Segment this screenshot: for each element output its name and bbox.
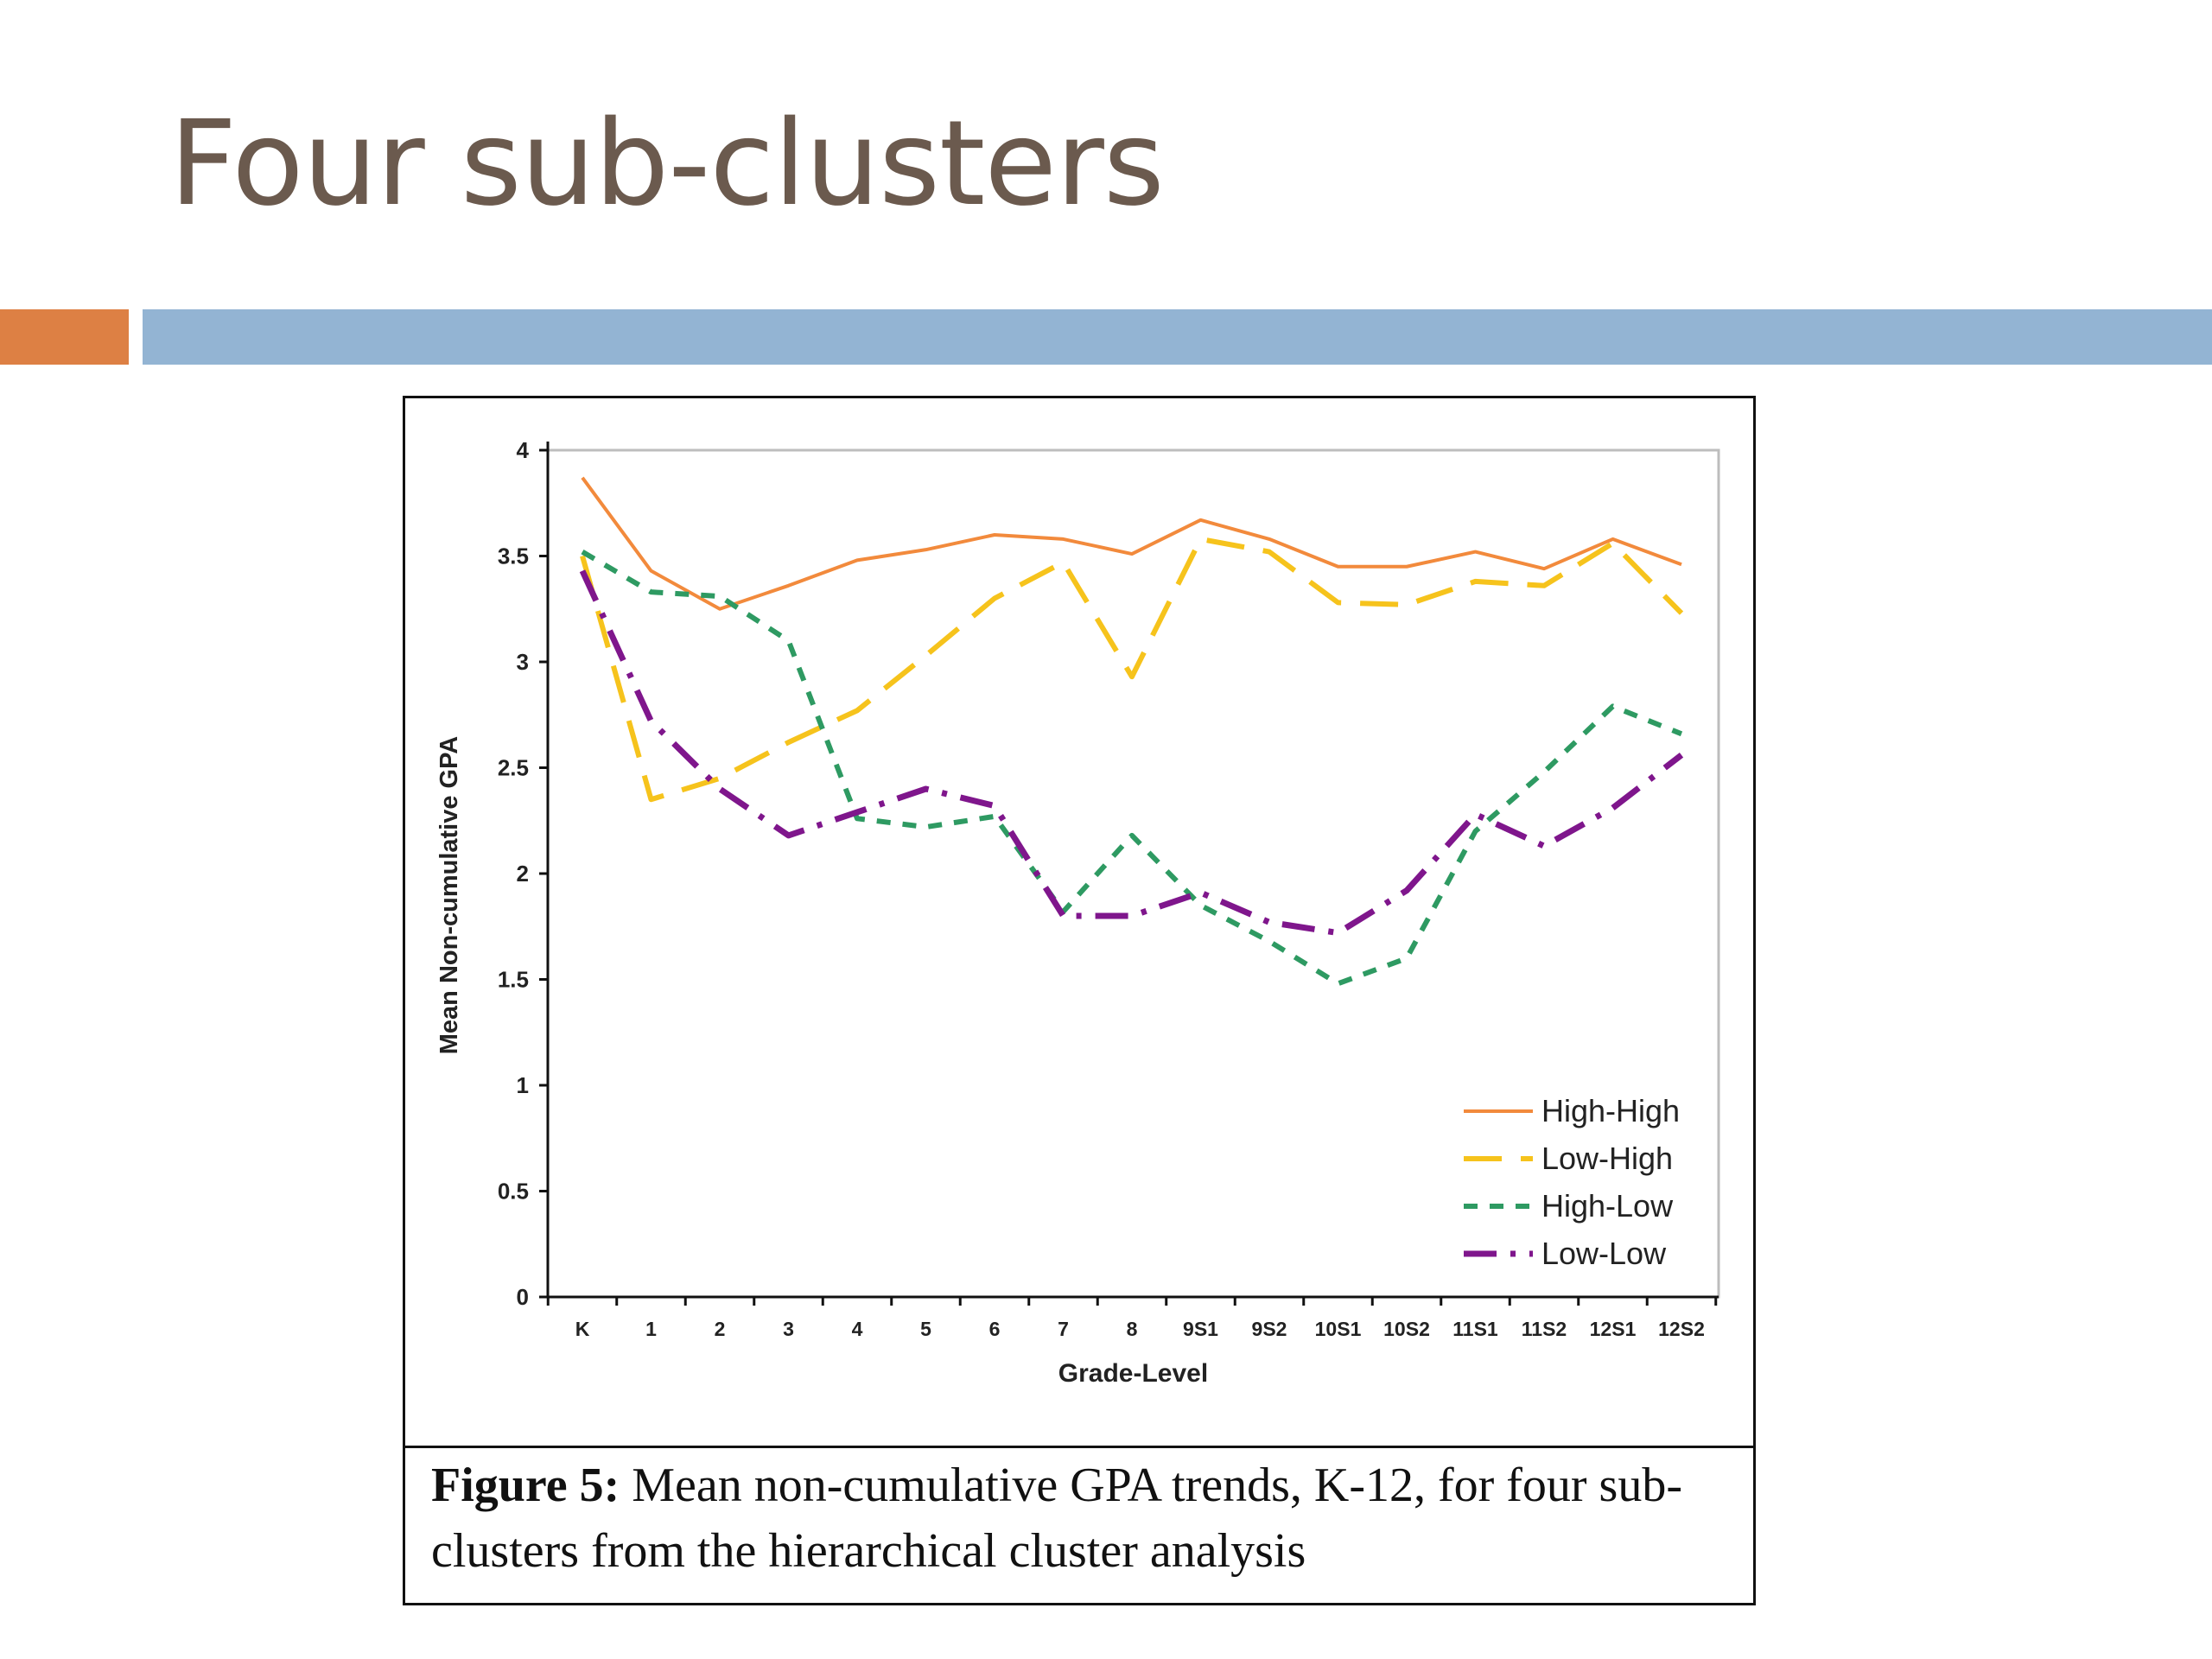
x-tick-label: 11S1 [1452,1318,1498,1340]
accent-bar-blue [143,309,2212,365]
legend-label: Low-High [1541,1141,1673,1176]
y-tick-label: 3.5 [498,543,529,569]
y-tick-label: 0 [517,1284,529,1310]
series-line-high-high [581,476,1682,611]
y-tick-label: 0.5 [498,1179,529,1205]
slide-title: Four sub-clusters [169,96,1165,232]
figure-divider [405,1446,1753,1448]
y-tick-label: 1.5 [498,967,529,993]
x-tick-label: 3 [783,1318,794,1340]
x-tick-label: 9S1 [1183,1318,1218,1340]
x-tick-label: 10S2 [1383,1318,1430,1340]
legend-label: High-High [1541,1093,1680,1128]
x-tick-label: 7 [1058,1318,1069,1340]
y-tick-label: 1 [517,1072,529,1098]
x-tick-label: 4 [852,1318,863,1340]
x-tick-label: 12S2 [1658,1318,1705,1340]
y-tick-label: 4 [517,437,530,463]
y-tick-label: 2.5 [498,755,529,781]
caption-label: Figure 5: [431,1459,620,1512]
x-tick-label: 12S1 [1590,1318,1637,1340]
caption-text: Mean non-cumulative GPA trends, K-12, fo… [431,1459,1682,1578]
series-line-low-high [580,536,1684,803]
legend-label: Low-Low [1541,1236,1667,1271]
x-tick-label: 9S2 [1252,1318,1287,1340]
x-tick-label: 5 [920,1318,931,1340]
series-line-high-low [581,550,1683,987]
accent-bar-orange [0,309,129,365]
x-tick-label: 8 [1127,1318,1138,1340]
x-tick-label: 1 [645,1318,657,1340]
x-axis-label: Grade-Level [1058,1359,1208,1388]
x-tick-label: 6 [989,1318,1001,1340]
y-tick-label: 3 [517,649,529,675]
x-tick-label: 11S2 [1522,1318,1567,1340]
y-axis-label: Mean Non-cumulative GPA [435,736,463,1055]
x-tick-label: K [575,1318,590,1340]
x-tick-label: 2 [715,1318,726,1340]
figure-caption: Figure 5: Mean non-cumulative GPA trends… [431,1452,1736,1584]
series-line-low-low [579,569,1684,937]
legend-label: High-Low [1541,1188,1674,1224]
gpa-line-chart: 0 0.5 1 1.5 2 2.5 3 3.5 4 K 1 2 3 4 5 6 7 8 9S1 9S2 10S1 10S2… [435,437,1720,1388]
y-tick-label: 2 [517,861,529,887]
figure-frame: 0 0.5 1 1.5 2 2.5 3 3.5 4 K 1 2 3 4 5 6 7 8 9S1 9S2 10S1 10S2… [403,396,1756,1605]
x-tick-label: 10S1 [1315,1318,1362,1340]
